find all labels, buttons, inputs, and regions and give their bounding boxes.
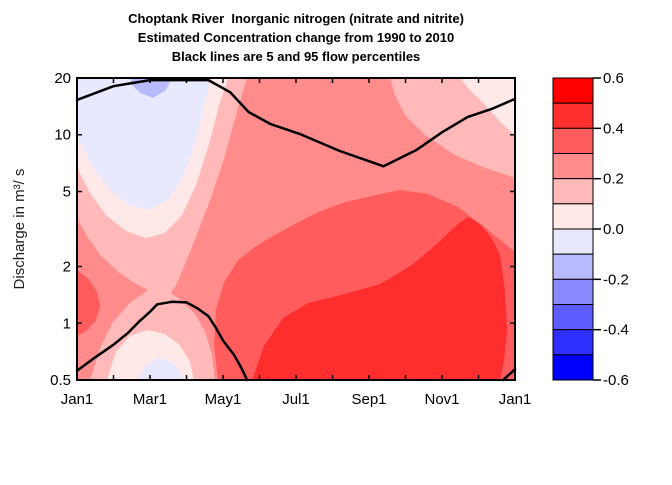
x-tick-label: May1 xyxy=(205,391,242,408)
x-tick-label: Jul1 xyxy=(282,391,310,408)
colorbar-cell xyxy=(552,203,594,230)
colorbar-cell xyxy=(552,304,594,331)
chart-title-line1: Choptank River Inorganic nitrogen (nitra… xyxy=(128,11,464,26)
y-tick-label: 2 xyxy=(63,259,71,276)
axis-tick-labels: Jan1 Mar1 May1 Jul1 Sep1 Nov1 Jan1 20 10 5 2 1 0.5 xyxy=(50,70,531,408)
contour-band-0.4-0.5 xyxy=(252,216,508,380)
x-tick-label: Sep1 xyxy=(351,391,386,408)
contour-band--0.1-0.0 xyxy=(137,358,184,380)
contour-band--0.1-0.0 xyxy=(77,78,212,210)
flow-percentile-95-line xyxy=(75,78,517,168)
flow-percentile-5-line-0 xyxy=(75,300,249,382)
colorbar-tick-label: -0.4 xyxy=(603,322,629,339)
colorbar-cell xyxy=(552,278,594,306)
colorbar-cell xyxy=(552,329,594,356)
plot-border xyxy=(76,77,516,381)
colorbar-cell xyxy=(552,178,594,205)
contour-band-0.0-0.1 xyxy=(459,78,515,136)
colorbar-tick-label: 0.4 xyxy=(603,120,624,137)
x-tick-label: Nov1 xyxy=(424,391,459,408)
y-tick-label: 5 xyxy=(63,183,71,200)
contour-bands xyxy=(77,78,515,380)
percentile-lines xyxy=(75,78,517,382)
colorbar-tick-label: 0.6 xyxy=(603,70,624,87)
y-tick-label: 0.5 xyxy=(50,372,71,389)
contour-band-0.3-0.4 xyxy=(77,270,101,336)
colorbar-tick-label: 0.2 xyxy=(603,171,624,188)
contour-band--0.2--0.1 xyxy=(130,78,172,98)
y-tick-label: 10 xyxy=(54,127,71,144)
x-tick-label: Mar1 xyxy=(133,391,167,408)
colorbar-cell xyxy=(552,127,594,154)
flow-percentile-5-line-1 xyxy=(501,368,517,382)
x-tick-label: Jan1 xyxy=(499,391,532,408)
x-tick-label: Jan1 xyxy=(61,391,94,408)
y-axis-title: Discharge in m³/ s xyxy=(11,169,28,290)
colorbar-cell xyxy=(552,228,594,255)
colorbar-cell xyxy=(552,77,594,104)
y-tick-label: 20 xyxy=(54,70,71,87)
colorbar-cell xyxy=(552,102,594,129)
chart-title-line3: Black lines are 5 and 95 flow percentile… xyxy=(172,49,421,64)
colorbar-tick-label: -0.6 xyxy=(603,372,629,389)
colorbar-tick-label: 0.0 xyxy=(603,221,624,238)
y-tick-label: 1 xyxy=(63,315,71,332)
colorbar: 0.6 0.4 0.2 0.0 -0.2 -0.4 -0.6 xyxy=(552,70,629,389)
colorbar-cell xyxy=(552,253,594,280)
colorbar-tick-label: -0.2 xyxy=(603,271,629,288)
colorbar-cell xyxy=(552,153,594,180)
colorbar-cell xyxy=(552,354,594,381)
chart-title-line2: Estimated Concentration change from 1990… xyxy=(138,30,454,45)
